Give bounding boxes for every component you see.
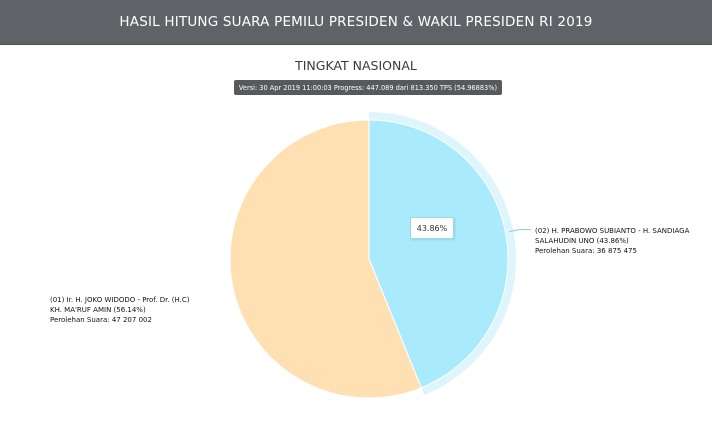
page-header: HASIL HITUNG SUARA PEMILU PRESIDEN & WAK… (0, 0, 712, 45)
chart-subtitle: TINGKAT NASIONAL (295, 58, 417, 73)
chart-tooltip: 43.86% (410, 217, 454, 239)
data-label-02-line: Perolehan Suara: 36 875 475 (535, 247, 637, 255)
page-title: HASIL HITUNG SUARA PEMILU PRESIDEN & WAK… (119, 14, 593, 30)
data-label-01-line: Perolehan Suara: 47 207 002 (50, 316, 152, 324)
pie-slice-01[interactable] (229, 119, 422, 399)
data-label-01: (01) Ir. H. JOKO WIDODO - Prof. Dr. (H.C… (50, 296, 190, 324)
leader-line-02 (509, 229, 532, 233)
pie-slice-02[interactable] (368, 119, 509, 389)
data-label-01-line: (01) Ir. H. JOKO WIDODO - Prof. Dr. (H.C… (50, 296, 190, 304)
data-label-02-line: (02) H. PRABOWO SUBIANTO - H. SANDIAGA (535, 227, 690, 235)
data-label-01-line: KH. MA'RUF AMIN (56.14%) (50, 306, 146, 314)
data-label-02-line: SALAHUDIN UNO (43.86%) (535, 237, 629, 245)
version-badge: Versi: 30 Apr 2019 11:00:03 Progress: 44… (234, 80, 502, 95)
data-label-02: (02) H. PRABOWO SUBIANTO - H. SANDIAGA SA… (535, 227, 690, 255)
